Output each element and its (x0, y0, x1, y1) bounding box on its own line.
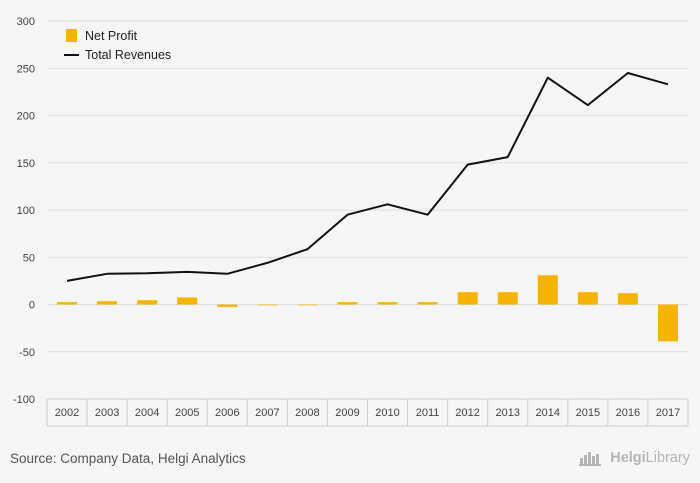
bar-net-profit (577, 292, 598, 305)
x-tick-label: 2013 (495, 407, 519, 419)
bar-net-profit (417, 302, 438, 305)
y-tick-label: 200 (17, 111, 35, 123)
chart-footer: Source: Company Data, Helgi Analytics He… (0, 445, 700, 483)
x-tick-label: 2014 (536, 407, 560, 419)
x-tick-label: 2012 (455, 407, 479, 419)
x-tick-label: 2015 (576, 407, 600, 419)
y-tick-label: 300 (17, 16, 35, 28)
legend-swatch-net-profit (66, 29, 77, 42)
x-tick-label: 2010 (375, 407, 399, 419)
bar-net-profit (537, 275, 558, 305)
bar-net-profit (217, 304, 238, 307)
x-tick-label: 2008 (295, 407, 319, 419)
x-tick-label: 2003 (95, 407, 119, 419)
chart-legend: Net Profit Total Revenues (64, 29, 171, 62)
brand-name-suffix: Library (645, 450, 690, 466)
net-profit-bars (57, 275, 678, 342)
x-tick-label: 2002 (55, 407, 79, 419)
y-axis: 300 250 200 150 100 50 0 -50 -100 (13, 16, 35, 406)
legend-label-net-profit: Net Profit (85, 29, 138, 43)
bar-net-profit (497, 292, 518, 305)
bar-net-profit (337, 302, 358, 305)
brand-name: HelgiLibrary (610, 450, 690, 466)
bar-net-profit (377, 302, 398, 305)
bar-net-profit (657, 304, 678, 342)
y-tick-label: 50 (23, 252, 35, 264)
brand-logo[interactable]: HelgiLibrary (579, 450, 690, 466)
bar-net-profit (257, 304, 278, 306)
source-note: Source: Company Data, Helgi Analytics (10, 451, 246, 466)
x-tick-label: 2009 (335, 407, 359, 419)
helgi-library-logo-icon (579, 452, 602, 466)
bar-net-profit (617, 293, 638, 305)
bar-net-profit (97, 301, 118, 305)
bar-net-profit (177, 297, 198, 305)
y-tick-label: 100 (17, 205, 35, 217)
bar-net-profit (137, 300, 158, 305)
y-tick-label: 0 (29, 300, 35, 312)
x-tick-label: 2007 (255, 407, 279, 419)
legend-label-total-revenues: Total Revenues (85, 48, 171, 62)
x-axis: 2002 2003 2004 2005 2006 2007 2008 2009 2010 2011… (46, 398, 689, 427)
y-tick-label: 150 (17, 158, 35, 170)
bar-net-profit (297, 304, 318, 306)
x-tick-label: 2004 (135, 407, 159, 419)
x-tick-label: 2011 (416, 407, 440, 419)
brand-name-prefix: Helgi (610, 450, 646, 466)
y-tick-label: -50 (19, 347, 35, 359)
x-tick-label: 2016 (616, 407, 640, 419)
x-tick-label: 2005 (175, 407, 199, 419)
line-total-revenues (66, 72, 669, 282)
y-tick-label: 250 (17, 63, 35, 75)
y-tick-label: -100 (13, 394, 35, 406)
bar-net-profit (57, 302, 78, 305)
total-revenues-line-group (66, 72, 669, 282)
bar-net-profit (457, 292, 478, 305)
x-tick-label: 2006 (215, 407, 239, 419)
x-tick-label: 2017 (656, 407, 680, 419)
